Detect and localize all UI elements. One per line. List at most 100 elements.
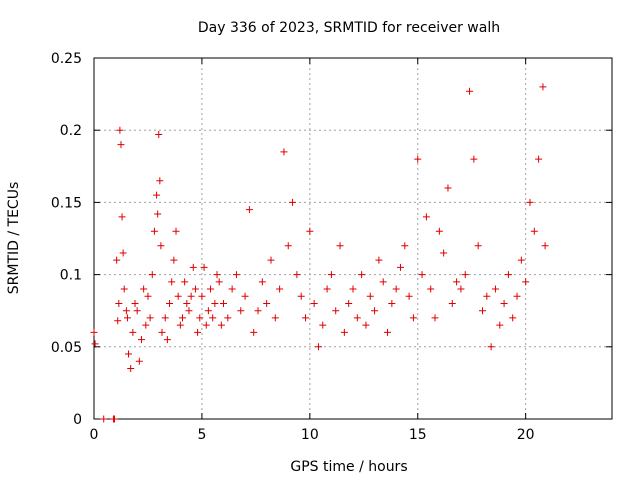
- data-point: [418, 271, 426, 279]
- data-point: [176, 321, 184, 329]
- data-point: [310, 299, 318, 307]
- data-point: [232, 271, 240, 279]
- data-point: [379, 278, 387, 286]
- data-point: [202, 321, 210, 329]
- data-point: [409, 314, 417, 322]
- data-point: [127, 364, 135, 372]
- data-point: [163, 336, 171, 344]
- data-point: [258, 278, 266, 286]
- data-point: [366, 292, 374, 300]
- data-point: [154, 210, 162, 218]
- x-tick-label: 5: [197, 427, 206, 443]
- data-point: [189, 263, 197, 271]
- axis-ticks: 0 5 10 15 20 0 0.05 0.1 0.15 0.2 0.25: [51, 51, 612, 443]
- data-point: [500, 299, 508, 307]
- data-point: [90, 328, 98, 336]
- data-point: [522, 278, 530, 286]
- data-point: [466, 87, 474, 95]
- data-point: [191, 285, 199, 293]
- data-point: [115, 299, 123, 307]
- x-tick-label: 0: [90, 427, 99, 443]
- data-point: [327, 271, 335, 279]
- data-point: [135, 357, 143, 365]
- data-point: [178, 314, 186, 322]
- data-point: [156, 177, 164, 185]
- data-point: [487, 343, 495, 351]
- data-point: [414, 155, 422, 163]
- data-point: [161, 314, 169, 322]
- data-point: [113, 256, 121, 264]
- data-point: [158, 328, 166, 336]
- data-point: [453, 278, 461, 286]
- data-point: [157, 242, 165, 250]
- data-point: [116, 126, 124, 134]
- data-point: [170, 256, 178, 264]
- data-point: [513, 292, 521, 300]
- data-point: [319, 321, 327, 329]
- data-point: [530, 227, 538, 235]
- data-point: [284, 242, 292, 250]
- data-point: [297, 292, 305, 300]
- data-point: [174, 292, 182, 300]
- data-point: [392, 285, 400, 293]
- data-point: [349, 285, 357, 293]
- data-point: [401, 242, 409, 250]
- data-point: [114, 317, 122, 325]
- data-point: [289, 198, 297, 206]
- data-point: [100, 415, 108, 423]
- data-point: [440, 249, 448, 257]
- data-point: [153, 191, 161, 199]
- data-point: [213, 271, 221, 279]
- data-point: [148, 271, 156, 279]
- data-point: [215, 278, 223, 286]
- data-point: [371, 307, 379, 315]
- data-point: [323, 285, 331, 293]
- data-point: [204, 307, 212, 315]
- data-point: [120, 285, 128, 293]
- data-point: [517, 256, 525, 264]
- data-point: [122, 307, 130, 315]
- data-point: [306, 227, 314, 235]
- data-point: [340, 328, 348, 336]
- data-point: [444, 184, 452, 192]
- data-point: [209, 314, 217, 322]
- data-point: [250, 328, 258, 336]
- data-point: [388, 299, 396, 307]
- y-tick-label: 0.25: [51, 51, 82, 67]
- data-point: [111, 415, 119, 423]
- data-point: [142, 321, 150, 329]
- data-point: [280, 148, 288, 156]
- data-point: [448, 299, 456, 307]
- data-point: [375, 256, 383, 264]
- data-point: [314, 343, 322, 351]
- data-point: [220, 299, 227, 307]
- data-point: [211, 299, 219, 307]
- data-point: [263, 299, 271, 307]
- data-point: [384, 328, 392, 336]
- y-tick-label: 0.2: [60, 123, 82, 139]
- data-point: [541, 242, 549, 250]
- data-point: [241, 292, 249, 300]
- data-point: [166, 299, 174, 307]
- data-point: [131, 299, 139, 307]
- data-point: [185, 307, 193, 315]
- data-point: [479, 307, 486, 315]
- y-tick-label: 0.1: [60, 268, 82, 284]
- x-axis-label: GPS time / hours: [290, 459, 407, 475]
- data-point: [431, 314, 439, 322]
- data-point: [336, 242, 344, 250]
- data-point: [435, 227, 443, 235]
- data-point: [276, 285, 284, 293]
- data-point: [267, 256, 275, 264]
- y-tick-label: 0.15: [51, 195, 82, 211]
- data-point: [470, 155, 478, 163]
- data-point: [196, 314, 204, 322]
- data-point: [172, 227, 180, 235]
- y-tick-label: 0.05: [51, 340, 82, 356]
- data-point: [483, 292, 491, 300]
- data-point: [457, 285, 465, 293]
- data-point: [217, 321, 225, 329]
- x-tick-label: 20: [517, 427, 535, 443]
- data-point: [150, 227, 158, 235]
